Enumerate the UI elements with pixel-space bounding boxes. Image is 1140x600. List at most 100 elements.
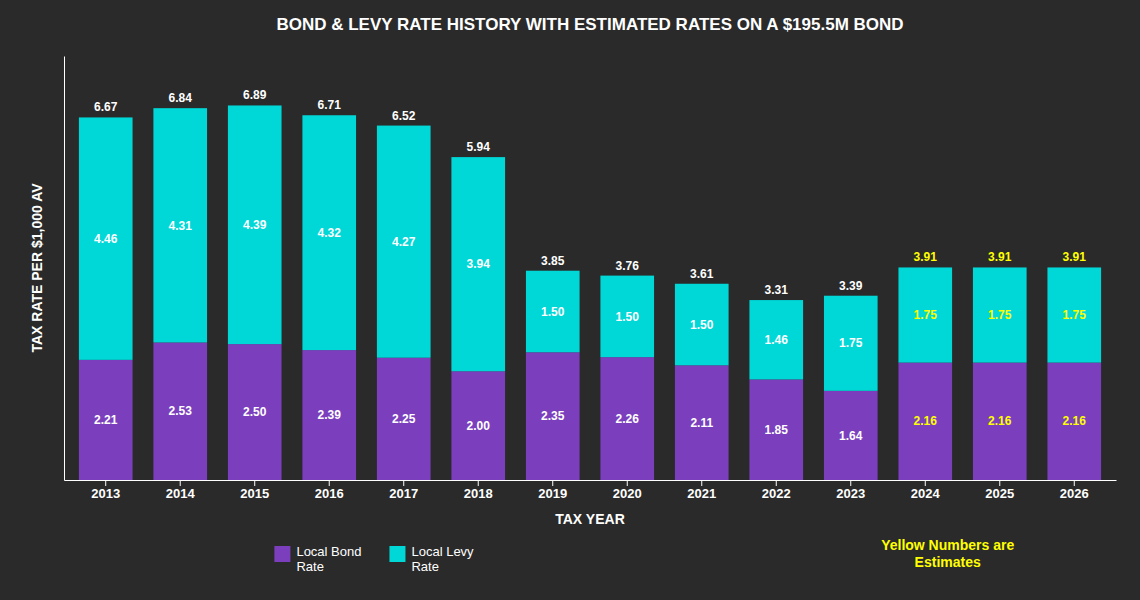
total-label: 6.52: [392, 109, 416, 123]
x-tick: 2014: [166, 480, 196, 501]
segment-label: 2.39: [318, 408, 342, 422]
x-tick-mark: [180, 480, 181, 486]
bar: [749, 379, 803, 480]
title: BOND & LEVY RATE HISTORY WITH ESTIMATED …: [276, 15, 903, 34]
x-tick: 2022: [762, 480, 791, 501]
legend-swatch: [274, 546, 290, 562]
total-label: 3.91: [988, 250, 1012, 264]
bar: [153, 108, 207, 342]
bar: [79, 117, 133, 359]
legend-item: Local LevyRate: [389, 544, 474, 574]
text-line: Local Bond: [296, 544, 361, 559]
segment-label: 2.26: [616, 412, 640, 426]
x-axis: 2013 2014 2015 2016 2017 2018 2019 2020 2021 2022…: [65, 480, 1117, 501]
legend-label: Local LevyRate: [411, 544, 474, 574]
y-axis: [64, 57, 65, 481]
total-label: 6.67: [94, 100, 118, 114]
text-line: Rate: [411, 559, 438, 574]
legend: Local BondRateLocal LevyRate: [274, 544, 474, 574]
segment-label: 2.35: [541, 409, 565, 423]
x-tick-mark: [850, 480, 851, 486]
segment-label: 4.32: [318, 226, 342, 240]
bar: [675, 284, 729, 366]
x-tick: 2019: [538, 480, 567, 501]
x-tick-label: 2017: [389, 486, 418, 501]
x-tick: 2016: [315, 480, 344, 501]
total-label: 3.76: [616, 259, 640, 273]
x-tick: 2018: [464, 480, 493, 501]
bar: [749, 300, 803, 379]
bar: [153, 342, 207, 480]
segment-label: 2.16: [988, 414, 1012, 428]
segment-label: 4.31: [169, 219, 193, 233]
total-label: 6.89: [243, 88, 267, 102]
bar: [451, 157, 505, 371]
segment-label: 1.85: [765, 423, 789, 437]
x-tick: 2023: [836, 480, 865, 501]
segment-label: 1.75: [839, 336, 863, 350]
segment-label: 1.50: [541, 305, 565, 319]
total-label: 5.94: [467, 140, 491, 154]
x-tick-mark: [701, 480, 702, 486]
x-tick: 2021: [687, 480, 716, 501]
segment-label: 1.50: [690, 318, 714, 332]
bar: [377, 358, 431, 480]
total-label: 6.71: [318, 98, 342, 112]
x-tick-mark: [627, 480, 628, 486]
x-tick: 2017: [389, 480, 418, 501]
text-line: Local Levy: [411, 544, 474, 559]
x-tick: 2015: [240, 480, 269, 501]
segment-label: 4.27: [392, 235, 416, 249]
bar: [600, 276, 654, 358]
x-tick-mark: [105, 480, 106, 486]
segment-label: 2.11: [690, 416, 713, 430]
bar: [898, 363, 952, 480]
x-tick-label: 2022: [762, 486, 791, 501]
segment-label: 1.46: [765, 333, 789, 347]
bar: [675, 365, 729, 480]
plot: 2.212.532.502.392.252.002.352.262.111.85…: [65, 57, 1117, 502]
bar: [228, 344, 282, 480]
x-tick-mark: [552, 480, 553, 486]
segment-label: 1.64: [839, 429, 863, 443]
segment-label: 1.50: [616, 310, 640, 324]
y-axis-line: [64, 57, 65, 481]
segment-label: 1.75: [1063, 308, 1087, 322]
x-tick-mark: [776, 480, 777, 486]
segment-label: 2.53: [169, 404, 193, 418]
x-tick: 2020: [613, 480, 642, 501]
text-line: Rate: [296, 559, 323, 574]
series: [79, 105, 1101, 390]
segment-label: 3.94: [467, 257, 491, 271]
x-tick-label: 2025: [985, 486, 1014, 501]
x-axis-title: TAX YEAR: [555, 511, 625, 527]
x-tick-mark: [329, 480, 330, 486]
bar: [526, 352, 580, 480]
segment-label: 2.16: [1063, 414, 1087, 428]
legend-swatch: [389, 546, 405, 562]
x-tick-label: 2015: [240, 486, 269, 501]
x-tick-label: 2026: [1060, 486, 1089, 501]
x-tick-mark: [1074, 480, 1075, 486]
x-tick: 2013: [91, 480, 120, 501]
background: [0, 0, 1140, 600]
x-tick-mark: [254, 480, 255, 486]
bar: [79, 360, 133, 480]
legend-label: Local BondRate: [296, 544, 361, 574]
x-tick-mark: [478, 480, 479, 486]
data-labels: 2.212.532.502.392.252.002.352.262.111.85…: [94, 88, 1086, 442]
bar: [1047, 363, 1101, 480]
x-tick-mark: [925, 480, 926, 486]
segment-label: 1.75: [988, 308, 1012, 322]
y-axis-title: TAX RATE PER $1,000 AV: [29, 183, 45, 353]
bar: [824, 296, 878, 391]
x-tick: 2026: [1060, 480, 1089, 501]
x-tick-label: 2024: [911, 486, 941, 501]
segment-label: 2.16: [914, 414, 938, 428]
series: [79, 342, 1101, 480]
total-label: 3.61: [690, 267, 714, 281]
bar: [228, 105, 282, 344]
x-tick: 2024: [911, 480, 941, 501]
x-tick-label: 2021: [687, 486, 716, 501]
segment-label: 2.25: [392, 412, 416, 426]
